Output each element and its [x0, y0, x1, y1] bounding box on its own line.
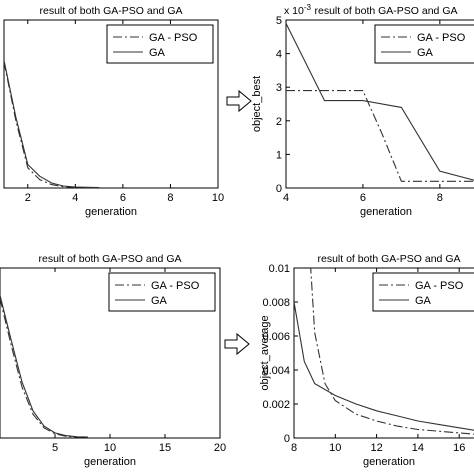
- chart-title: result of both GA-PSO and GA: [39, 253, 182, 265]
- x-tick-label: 6: [360, 192, 366, 204]
- legend-box: [372, 272, 474, 312]
- y-tick-label: 0.002: [262, 399, 290, 411]
- series-line-ga: [294, 301, 474, 431]
- arrow-icon: [226, 89, 252, 113]
- chart-title: result of both GA-PSO and GA: [40, 5, 183, 17]
- y-tick-label: 3: [276, 82, 282, 94]
- y-tick-label: 0: [276, 183, 282, 195]
- y-tick-label: 5: [276, 15, 282, 27]
- x-tick-label: 8: [167, 192, 173, 204]
- y-tick-label: 1: [276, 149, 282, 161]
- x-axis-label: generation: [360, 206, 412, 218]
- x-tick-label: 10: [329, 442, 341, 454]
- x-axis-label: generation: [363, 456, 415, 468]
- x-tick-label: 10: [104, 442, 116, 454]
- legend: GA - PSO GA: [372, 272, 474, 312]
- y-tick-label: 0.01: [269, 263, 290, 275]
- x-tick-label: 14: [412, 442, 424, 454]
- x-tick-label: 8: [437, 192, 443, 204]
- chart-p2: result of both GA-PSO and GAx 10-3 4 6 8 0 1 2…: [251, 3, 474, 218]
- legend: GA - PSO GA: [374, 24, 474, 64]
- series-line-ga: [0, 295, 89, 438]
- legend-entry: GA: [151, 295, 168, 307]
- series-line-ga-pso: [286, 90, 474, 182]
- x-axis-label: generation: [85, 206, 137, 218]
- x-tick-label: 20: [214, 442, 226, 454]
- axis-exponent-label: x 10-3: [284, 3, 312, 17]
- x-tick-label: 10: [212, 192, 224, 204]
- x-tick-label: 16: [453, 442, 465, 454]
- x-tick-label: 2: [25, 192, 31, 204]
- chart-p1: result of both GA-PSO and GA 2 4 6 8 10 genera…: [3, 5, 224, 218]
- y-tick-label: 0: [284, 433, 290, 445]
- y-tick-label: 0.008: [262, 297, 290, 309]
- x-tick-label: 8: [291, 442, 297, 454]
- series-line-ga-pso: [0, 298, 89, 438]
- y-tick-label: 0.004: [262, 365, 290, 377]
- y-axis-label: object_best: [251, 76, 263, 132]
- series-line-ga-pso: [310, 268, 474, 435]
- series-line-ga-pso: [4, 61, 100, 188]
- legend: GA - PSO GA: [106, 24, 214, 64]
- legend-box: [106, 24, 214, 64]
- series-line-ga: [286, 23, 474, 181]
- x-tick-label: 4: [72, 192, 78, 204]
- chart-title: result of both GA-PSO and GA: [315, 5, 458, 17]
- x-tick-label: 6: [120, 192, 126, 204]
- x-tick-label: 12: [370, 442, 382, 454]
- y-axis-label: object_average: [259, 315, 271, 390]
- y-tick-label: 4: [276, 49, 282, 61]
- legend-entry: GA - PSO: [417, 32, 466, 44]
- legend-entry: GA - PSO: [149, 32, 198, 44]
- y-tick-label: 2: [276, 116, 282, 128]
- y-tick-label: 0.006: [262, 331, 290, 343]
- legend-entry: GA: [149, 47, 166, 59]
- chart-p3: result of both GA-PSO and GA 5 10 15 20 gener…: [0, 253, 226, 468]
- x-axis-label: generation: [84, 456, 136, 468]
- legend-entry: GA: [417, 47, 434, 59]
- series-line-ga: [4, 60, 100, 188]
- arrows-layer: [224, 89, 252, 356]
- legend: GA - PSO GA: [108, 272, 216, 312]
- x-tick-label: 5: [52, 442, 58, 454]
- x-tick-label: 4: [283, 192, 289, 204]
- legend-entry: GA: [415, 295, 432, 307]
- x-tick-label: 15: [159, 442, 171, 454]
- legend-entry: GA - PSO: [415, 280, 464, 292]
- legend-box: [108, 272, 216, 312]
- legend-entry: GA - PSO: [151, 280, 200, 292]
- chart-p4: result of both GA-PSO and GA 8 10 12 14 16 0 0.…: [259, 253, 474, 468]
- chart-title: result of both GA-PSO and GA: [318, 253, 461, 265]
- legend-box: [374, 24, 474, 64]
- arrow-icon: [224, 332, 250, 356]
